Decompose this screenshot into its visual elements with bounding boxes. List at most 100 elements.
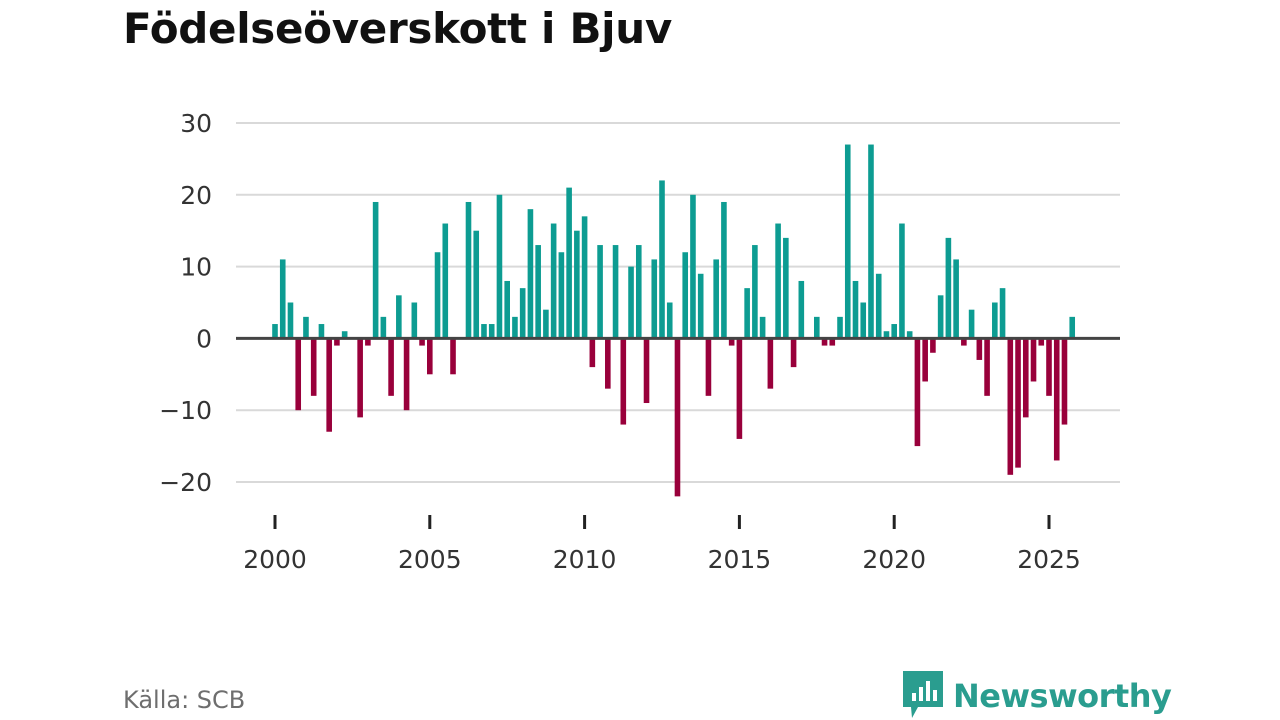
bar-negative: [984, 338, 990, 396]
bar-negative: [1015, 338, 1021, 468]
bar-positive: [442, 223, 449, 339]
y-axis-labels: 30 20 10 0 −10 −20: [159, 109, 212, 497]
bar-positive: [581, 216, 588, 339]
bar-negative: [620, 338, 627, 425]
bar-negative: [589, 338, 596, 368]
bar-positive: [380, 316, 387, 339]
x-tick-label: 2005: [398, 545, 462, 574]
bar-positive: [759, 316, 766, 339]
bar-negative: [914, 338, 921, 447]
bar-positive: [535, 245, 541, 339]
bar-positive: [752, 245, 758, 339]
bar-negative: [403, 338, 410, 411]
bar-negative: [388, 338, 394, 396]
bar-negative: [961, 338, 967, 346]
bar-positive: [868, 144, 874, 339]
bar-negative: [310, 338, 317, 396]
bar-negative: [605, 338, 611, 389]
bar-positive: [883, 331, 890, 339]
bar-positive: [566, 187, 572, 339]
bar-positive: [814, 316, 820, 339]
bar-negative: [643, 338, 650, 404]
x-tick-label: 2025: [1017, 545, 1081, 574]
bar-negative: [829, 338, 836, 346]
bar-negative: [427, 338, 433, 375]
bar-negative: [728, 338, 735, 346]
bar-positive: [906, 331, 913, 339]
bar-positive: [372, 201, 379, 339]
bar-positive: [318, 324, 325, 339]
bar-positive: [682, 252, 689, 339]
bar-negative: [1038, 338, 1045, 346]
bar-negative: [976, 338, 983, 360]
bar-positive: [279, 259, 286, 339]
bar-positive: [411, 302, 418, 339]
y-tick-label: 0: [196, 324, 212, 353]
x-axis: 2000 2005 2010 2015 2020 2025: [243, 515, 1081, 574]
bar-positive: [651, 259, 658, 339]
y-tick-label: 20: [180, 181, 212, 210]
bar-negative: [821, 338, 828, 346]
bar-positive: [844, 144, 851, 339]
bar-positive: [945, 237, 952, 339]
bar-positive: [953, 259, 959, 339]
bar-negative: [1046, 338, 1052, 396]
bar-positive: [527, 209, 534, 339]
bar-positive: [612, 245, 619, 339]
bar-negative: [326, 338, 332, 432]
bar-positive: [512, 316, 518, 339]
bar-positive: [798, 280, 805, 339]
bar-negative: [1007, 338, 1014, 475]
bar-positive: [744, 288, 750, 339]
bar-positive: [597, 245, 603, 339]
newsworthy-brand: Newsworthy: [903, 671, 1172, 720]
bar-negative: [1053, 338, 1060, 461]
bar-negative: [1030, 338, 1037, 382]
x-tick-label: 2010: [553, 545, 617, 574]
bar-positive: [899, 223, 905, 339]
source-note: Källa: SCB: [123, 686, 246, 714]
bar-positive: [504, 280, 510, 339]
bar-positive: [481, 324, 487, 339]
bar-positive: [465, 201, 472, 339]
bar-positive: [303, 316, 309, 339]
bar-positive: [666, 302, 673, 339]
bar-negative: [930, 338, 936, 353]
y-tick-label: 30: [180, 109, 212, 138]
bar-positive: [837, 316, 843, 339]
y-tick-label: −10: [159, 396, 212, 425]
newsworthy-logo-icon: [903, 671, 943, 718]
bar-positive: [558, 252, 565, 339]
bars: [272, 144, 1076, 497]
bar-positive: [697, 273, 704, 339]
y-tick-label: 10: [180, 253, 212, 282]
bar-positive: [341, 331, 348, 339]
bar-negative: [334, 338, 340, 346]
bar-positive: [272, 324, 278, 339]
bar-negative: [419, 338, 425, 346]
bar-positive: [860, 302, 867, 339]
bar-positive: [992, 302, 998, 339]
bar-positive: [968, 309, 975, 339]
x-tick-label: 2000: [243, 545, 307, 574]
bar-positive: [488, 324, 495, 339]
bar-positive: [635, 245, 642, 339]
y-tick-label: −20: [159, 468, 212, 497]
bar-positive: [852, 280, 859, 339]
bar-positive: [937, 295, 944, 339]
bar-negative: [1061, 338, 1068, 425]
bar-positive: [434, 252, 441, 339]
bar-positive: [999, 288, 1006, 339]
bar-negative: [736, 338, 743, 439]
bar-positive: [875, 273, 882, 339]
bar-positive: [473, 230, 480, 339]
bar-positive: [287, 302, 294, 339]
bar-positive: [775, 223, 781, 339]
bar-negative: [767, 338, 774, 389]
bar-negative: [705, 338, 712, 396]
bar-positive: [721, 201, 727, 339]
bar-negative: [1022, 338, 1029, 418]
bar-positive: [783, 237, 789, 339]
brand-name: Newsworthy: [953, 677, 1172, 715]
